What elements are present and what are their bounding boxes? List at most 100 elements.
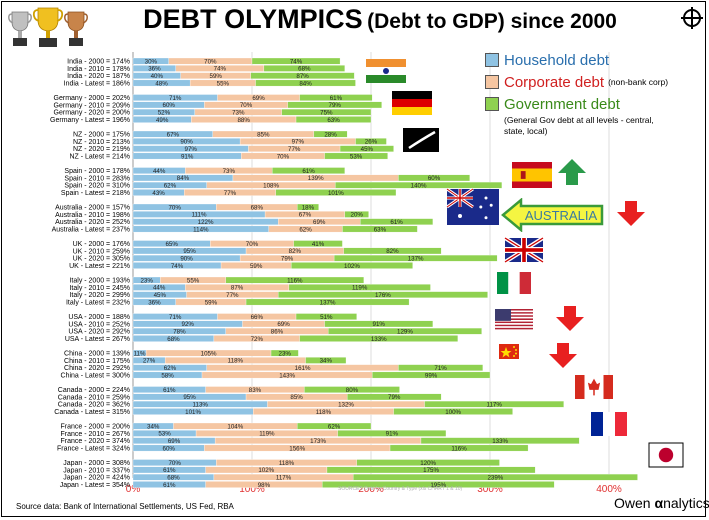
legend-item-household: Household debt (485, 49, 700, 71)
row-label: Japan - 2000 = 308% (63, 460, 130, 467)
government-bar (372, 371, 491, 379)
row-label: Australia - 2010 = 198% (55, 212, 130, 219)
government-value-label: 51% (320, 314, 333, 321)
government-bar (251, 57, 341, 65)
row-label: Italy - 2010 = 245% (69, 285, 130, 292)
corporate-value-label: 66% (251, 314, 264, 321)
brand-alpha: α (654, 495, 664, 511)
row-label: Japan - Latest = 354% (60, 482, 130, 489)
row-label: Italy - Latest = 232% (66, 300, 130, 307)
government-bar (250, 72, 355, 79)
row-label: Germany - 2010 = 209% (54, 102, 130, 109)
government-value-label: 117% (486, 402, 502, 409)
household-value-label: 91% (181, 153, 194, 160)
india-flag-icon (366, 59, 406, 83)
government-bar (339, 145, 394, 152)
government-bar (245, 298, 410, 306)
government-bar (288, 284, 431, 291)
household-value-label: 92% (182, 321, 195, 328)
household-value-label: 40% (151, 73, 164, 80)
corporate-value-label: 73% (232, 110, 245, 117)
government-bar (324, 320, 434, 328)
government-bar (272, 167, 345, 174)
crosshair-icon (681, 7, 703, 29)
red-down-arrow-icon (549, 343, 577, 368)
row-label: China - 2000 = 139% (64, 351, 130, 358)
government-value-label: 239% (487, 475, 503, 482)
row-label: Italy - 2020 = 299% (69, 292, 130, 299)
row-label: UK - 2000 = 176% (73, 241, 130, 248)
household-value-label: 45% (154, 292, 167, 299)
government-value-label: 80% (346, 387, 359, 394)
household-value-label: 67% (167, 131, 180, 138)
corporate-value-label: 87% (231, 285, 244, 292)
row-label: USA - 2020 = 292% (68, 329, 130, 336)
corporate-value-label: 59% (205, 299, 218, 306)
callout-label: AUSTRALIA (525, 208, 598, 223)
x-tick-label: 100% (239, 484, 265, 495)
government-value-label: 75% (320, 110, 333, 117)
row-label: USA - 2000 = 188% (68, 314, 130, 321)
corporate-value-label: 72% (251, 336, 264, 343)
household-value-label: 65% (165, 241, 178, 248)
government-value-label: 18% (302, 204, 315, 211)
corporate-value-label: 77% (226, 292, 239, 299)
corporate-value-label: 77% (224, 190, 237, 197)
row-label: NZ - 2010 = 213% (73, 139, 130, 146)
household-value-label: 114% (193, 226, 209, 233)
government-bar (304, 386, 400, 393)
household-value-label: 70% (168, 204, 181, 211)
corporate-value-label: 139% (308, 175, 324, 182)
government-bar (398, 364, 484, 371)
row-label: Canada - 2010 = 259% (58, 394, 130, 401)
government-value-label: 53% (350, 153, 363, 160)
row-label: India - 2010 = 178% (67, 66, 130, 73)
canada-flag-icon (575, 375, 613, 399)
government-value-label: 45% (361, 146, 374, 153)
government-value-label: 60% (428, 175, 441, 182)
x-tick-label: 300% (477, 484, 503, 495)
government-value-label: 100% (445, 409, 461, 416)
legend-item-government: Government debt (485, 93, 700, 115)
government-bar (299, 335, 459, 342)
government-bar (295, 116, 372, 123)
household-value-label: 48% (155, 80, 168, 87)
household-value-label: 36% (148, 66, 161, 73)
x-tick-label: 200% (358, 484, 384, 495)
corporate-value-label: 86% (271, 329, 284, 336)
household-value-label: 97% (185, 146, 198, 153)
row-label: Japan - 2020 = 424% (63, 475, 130, 482)
corporate-value-label: 108% (263, 183, 279, 190)
row-label: China - Latest = 300% (61, 373, 130, 380)
row-label: Japan - 2010 = 337% (63, 467, 130, 474)
government-bar (333, 254, 498, 262)
government-bar (255, 79, 356, 87)
trophies-icon (8, 7, 88, 47)
row-label: India - 2000 = 174% (67, 59, 130, 66)
row-label: France - 2010 = 267% (61, 431, 130, 438)
source-note: Source data: Bank of International Settl… (16, 502, 234, 511)
government-bar (337, 430, 447, 437)
title-main: DEBT OLYMPICS (143, 4, 363, 34)
household-value-label: 122% (198, 219, 214, 226)
row-label: USA - Latest = 267% (65, 336, 130, 343)
corporate-value-label: 88% (237, 117, 250, 124)
government-bar (291, 262, 413, 269)
japan-flag-icon (648, 442, 684, 468)
government-value-label: 68% (298, 66, 311, 73)
government-bar (389, 444, 529, 452)
government-bar (225, 276, 365, 284)
household-value-label: 71% (169, 314, 182, 321)
government-value-label: 176% (375, 292, 391, 299)
corporate-value-label: 59% (210, 73, 223, 80)
row-label: France - 2020 = 374% (61, 438, 130, 445)
row-label: USA - 2010 = 252% (68, 321, 130, 328)
government-value-label: 102% (344, 263, 360, 270)
household-value-label: 60% (163, 102, 176, 109)
corporate-value-label: 98% (258, 482, 271, 489)
row-label: UK - 2020 = 305% (73, 256, 130, 263)
household-value-label: 111% (192, 212, 207, 219)
government-bar (324, 152, 388, 160)
household-value-label: 36% (148, 299, 161, 306)
government-value-label: 62% (328, 423, 341, 430)
